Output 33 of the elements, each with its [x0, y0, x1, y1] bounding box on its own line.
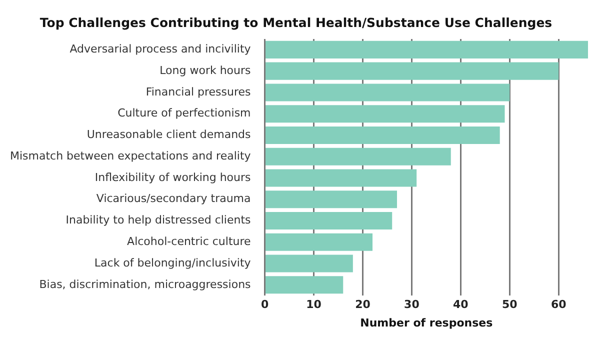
- y-tick-label: Vicarious/secondary trauma: [96, 192, 251, 206]
- bar: [266, 233, 373, 251]
- y-tick-label: Culture of perfectionism: [118, 106, 251, 120]
- y-tick-label: Mismatch between expectations and reality: [10, 149, 252, 162]
- y-tick-label: Inability to help distressed clients: [66, 214, 252, 227]
- bar: [266, 40, 588, 58]
- y-tick-label: Financial pressures: [146, 85, 252, 98]
- bar: [266, 126, 500, 144]
- bar: [266, 190, 398, 208]
- y-tick-label: Long work hours: [160, 64, 252, 77]
- bar: [266, 169, 417, 187]
- x-tick-label: 40: [453, 298, 469, 312]
- bar: [266, 105, 505, 123]
- bar: [266, 254, 353, 272]
- x-tick-label: 0: [260, 298, 269, 312]
- bar: [266, 84, 510, 102]
- bar: [266, 212, 392, 230]
- chart-title: Top Challenges Contributing to Mental Health/Substance Use Challenges: [40, 14, 552, 30]
- x-tick-label: 30: [404, 298, 420, 312]
- x-tick-label: 50: [502, 298, 518, 312]
- bar: [266, 62, 559, 80]
- y-tick-label: Unreasonable client demands: [86, 128, 252, 142]
- x-tick-label: 10: [306, 298, 322, 312]
- y-tick-label: Inflexibility of working hours: [94, 170, 252, 184]
- y-tick-label: Alcohol-centric culture: [127, 235, 252, 248]
- x-axis-title: Number of responses: [360, 316, 494, 330]
- y-tick-label: Lack of belonging/inclusivity: [94, 256, 252, 270]
- y-tick-label: Bias, discrimination, microaggressions: [39, 278, 252, 291]
- bar: [266, 276, 344, 294]
- x-tick-label: 20: [355, 298, 371, 312]
- x-tick-label: 60: [550, 298, 567, 312]
- y-tick-label: Adversarial process and incivility: [70, 42, 252, 56]
- bar: [266, 148, 451, 166]
